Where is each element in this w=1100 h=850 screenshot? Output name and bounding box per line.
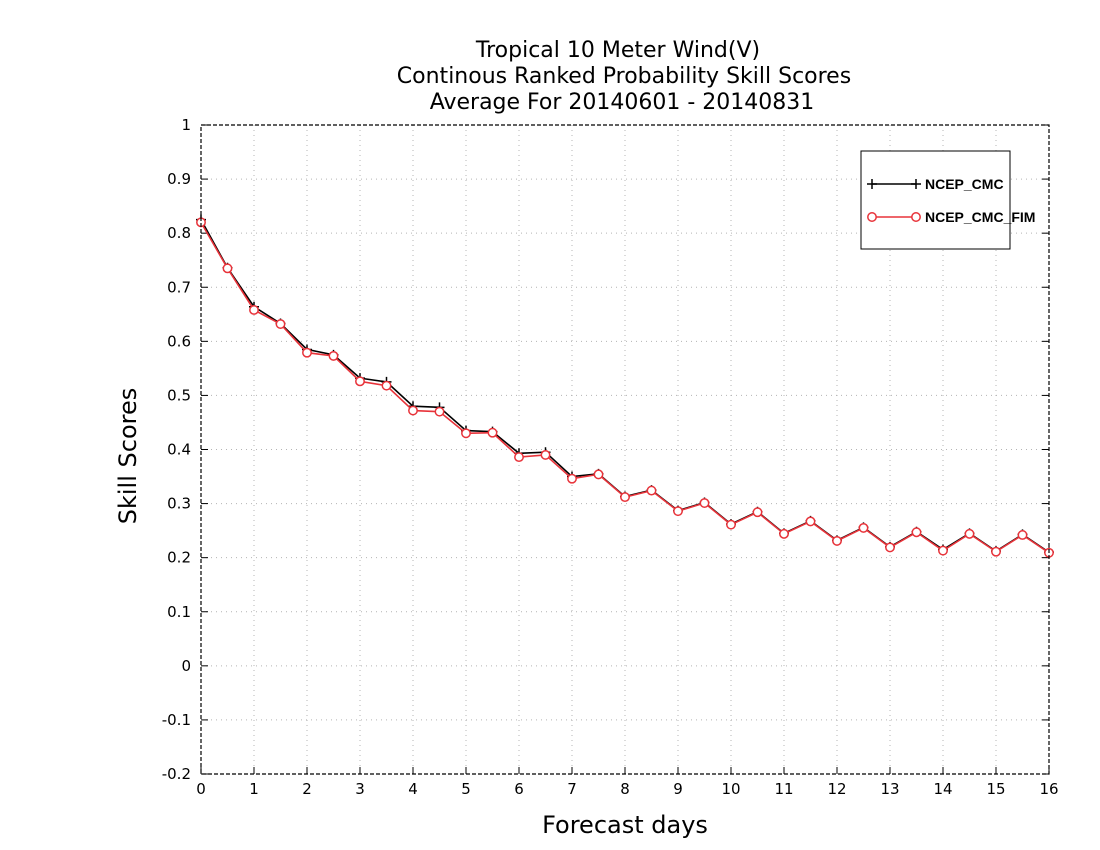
data-point	[222, 263, 233, 274]
data-point	[567, 473, 577, 484]
x-tick-label: 12	[827, 780, 846, 798]
y-tick-label: 0.4	[167, 441, 191, 459]
data-point	[699, 498, 710, 508]
legend-marker-end	[911, 212, 921, 222]
data-point	[938, 545, 948, 556]
data-point	[911, 527, 922, 538]
data-point	[620, 492, 630, 503]
x-tick-label: 11	[774, 780, 793, 798]
chart-title: Tropical 10 Meter Wind(V) Continous Rank…	[397, 38, 851, 115]
y-tick-label: 0.5	[167, 386, 191, 404]
data-point	[726, 519, 736, 530]
y-tick-label: 0.1	[167, 603, 191, 621]
data-point	[832, 535, 842, 546]
data-point	[487, 427, 498, 438]
data-point	[461, 428, 471, 439]
axis-ticks: 0 1 2 3 4 5 6 7 8 9 10 11 12 13 14 15 1610.90.80.70.60.5…	[162, 116, 1059, 798]
plot-frame	[200, 124, 1050, 775]
x-tick-label: 3	[355, 780, 365, 798]
title-line-3: Average For 20140601 - 20140831	[430, 90, 815, 115]
data-point	[752, 507, 763, 518]
x-tick-label: 8	[620, 780, 630, 798]
x-tick-label: 14	[933, 780, 952, 798]
legend-box	[860, 150, 1011, 250]
y-tick-label: 0.2	[167, 549, 191, 567]
y-tick-label: 0.8	[167, 224, 191, 242]
data-point	[858, 522, 869, 533]
grid	[201, 125, 1049, 774]
y-tick-label: 0.7	[167, 278, 191, 296]
y-tick-label: 0.3	[167, 495, 191, 513]
x-tick-label: 10	[721, 780, 740, 798]
data-point	[593, 469, 604, 480]
legend-label: NCEP_CMC_FIM	[925, 209, 1035, 225]
x-tick-label: 6	[514, 780, 524, 798]
x-tick-label: 7	[567, 780, 577, 798]
data-point	[991, 546, 1001, 557]
x-axis-label: Forecast days	[542, 811, 708, 839]
x-tick-label: 2	[302, 780, 312, 798]
legend-marker-start	[867, 179, 877, 189]
x-tick-label: 5	[461, 780, 471, 798]
data-point	[1017, 530, 1028, 540]
legend-marker-start	[867, 212, 877, 222]
y-axis-label: Skill Scores	[114, 388, 142, 525]
data-point	[275, 319, 286, 329]
y-tick-label: -0.1	[162, 711, 191, 729]
data-point	[408, 405, 418, 416]
y-tick-label: 1	[181, 116, 191, 134]
data-point	[673, 506, 683, 517]
y-tick-label: 0.9	[167, 170, 191, 188]
data-point	[249, 305, 259, 315]
data-point	[434, 406, 445, 417]
data-point	[964, 528, 975, 539]
y-tick-label: -0.2	[162, 765, 191, 783]
x-tick-label: 13	[880, 780, 899, 798]
data-point	[540, 449, 551, 460]
x-tick-label: 15	[986, 780, 1005, 798]
x-tick-label: 4	[408, 780, 418, 798]
legend-marker-end	[911, 179, 921, 189]
data-point	[328, 350, 339, 361]
data-point	[779, 528, 789, 539]
data-point	[646, 485, 657, 496]
data-point	[355, 376, 365, 387]
x-tick-label: 0	[196, 780, 206, 798]
data-point	[805, 516, 816, 527]
data-point	[302, 347, 312, 358]
y-tick-label: 0	[181, 657, 191, 675]
y-tick-label: 0.6	[167, 332, 191, 350]
legend-label: NCEP_CMC	[925, 176, 1004, 192]
data-point	[514, 452, 524, 463]
legend-entry: NCEP_CMC	[867, 176, 1004, 192]
legend: NCEP_CMC NCEP_CMC_FIM	[860, 150, 1035, 250]
x-tick-label: 9	[673, 780, 683, 798]
series-NCEP_CMC_FIM	[196, 217, 1054, 558]
legend-entry: NCEP_CMC_FIM	[867, 209, 1035, 225]
title-line-2: Continous Ranked Probability Skill Score…	[397, 64, 851, 89]
x-tick-label: 16	[1039, 780, 1058, 798]
title-line-1: Tropical 10 Meter Wind(V)	[475, 38, 760, 63]
data-point	[885, 542, 895, 553]
x-tick-label: 1	[249, 780, 259, 798]
data-point	[381, 380, 392, 391]
